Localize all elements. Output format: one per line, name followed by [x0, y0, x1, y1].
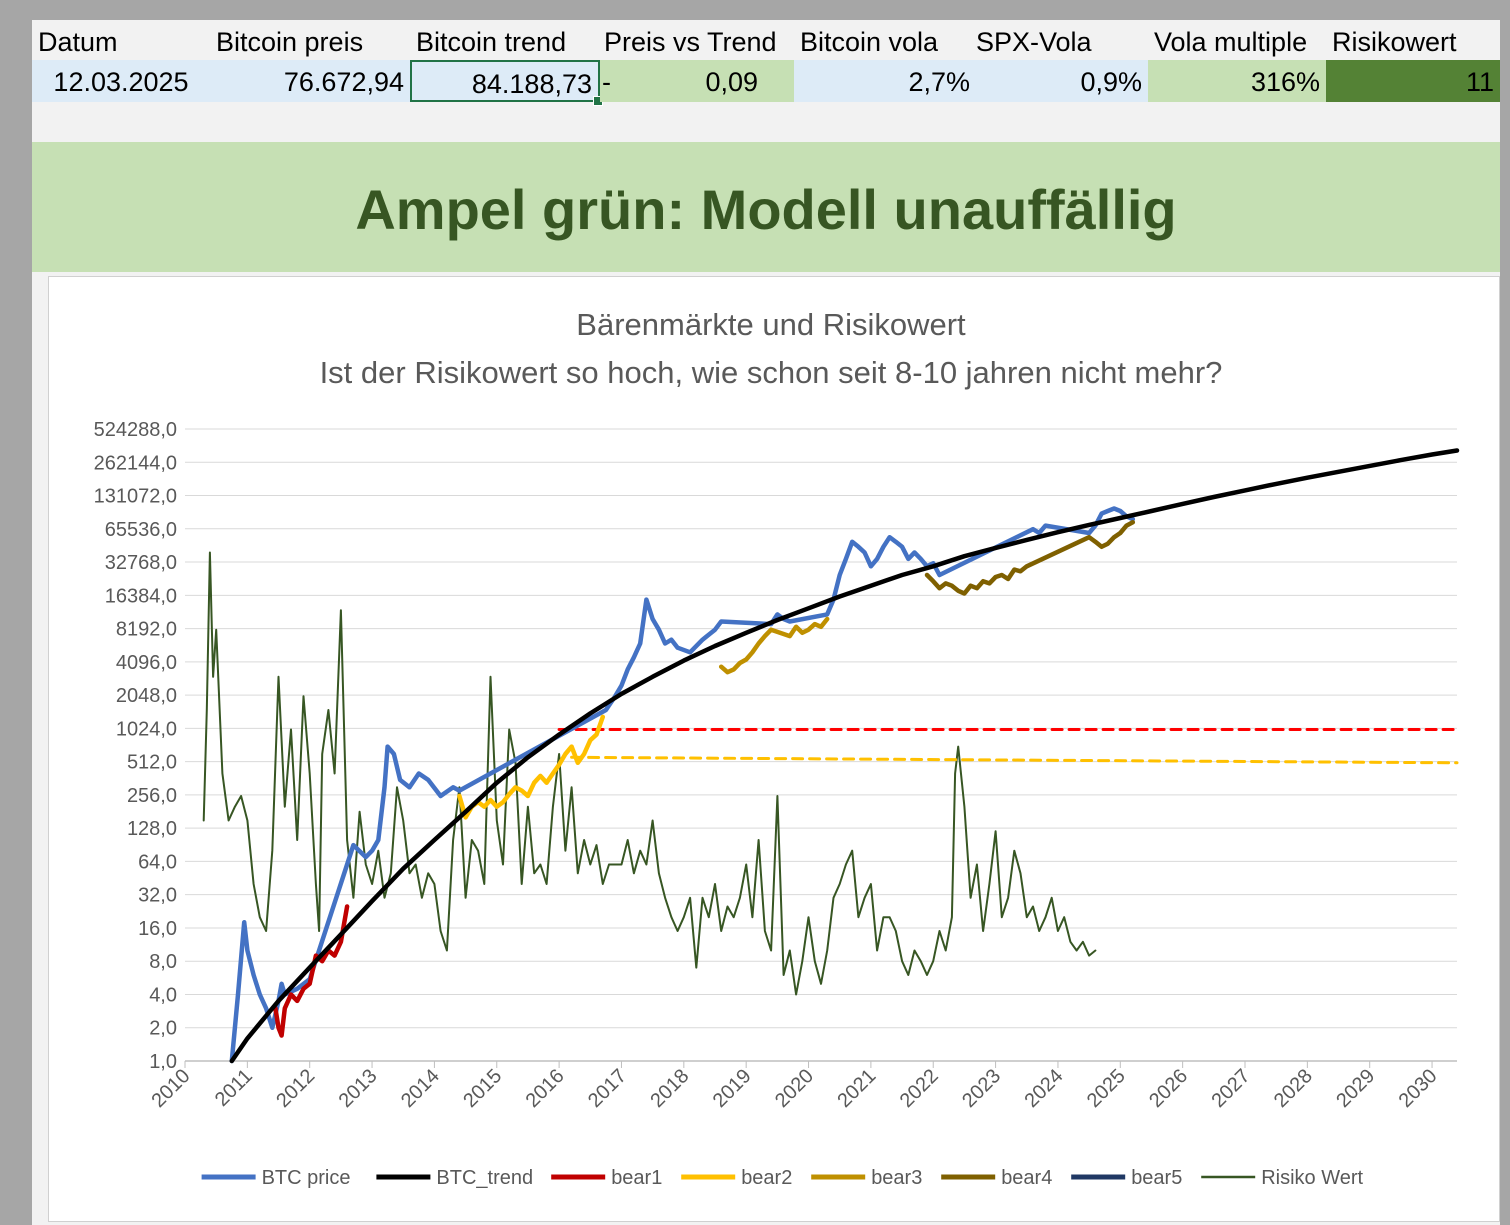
header-risikowert[interactable]: Risikowert: [1332, 27, 1457, 57]
header-bitcoin-vola[interactable]: Bitcoin vola: [800, 27, 939, 57]
y-tick-label: 512,0: [127, 752, 177, 774]
x-tick-label: 2023: [958, 1065, 1005, 1112]
header-vola-multiple[interactable]: Vola multiple: [1154, 27, 1308, 57]
y-tick-label: 131072,0: [94, 486, 177, 508]
cell-datum[interactable]: 12.03.2025: [32, 60, 210, 102]
cell-vola-multiple[interactable]: 316%: [1148, 60, 1326, 102]
x-tick-label: 2011: [211, 1065, 257, 1111]
chart-area[interactable]: Bärenmärkte und Risikowert Ist der Risik…: [48, 276, 1500, 1222]
gridlines: [185, 428, 1457, 1062]
x-tick-label: 2025: [1083, 1065, 1130, 1112]
value-row: 12.03.2025 76.672,94 84.188,73 - 0,09 2,…: [32, 60, 1500, 106]
cell-preis-vs-trend[interactable]: 0,09: [614, 60, 794, 102]
risiko-wert-line: [202, 551, 1097, 996]
legend-label: bear5: [1131, 1167, 1182, 1189]
header-bitcoin-trend[interactable]: Bitcoin trend: [416, 27, 567, 57]
y-tick-label: 256,0: [127, 785, 177, 807]
header-preis-vs-trend[interactable]: Preis vs Trend: [604, 27, 777, 57]
bear1-line: [273, 904, 350, 1038]
bear-market-chart: Bärenmärkte und Risikowert Ist der Risik…: [94, 307, 1460, 1189]
y-tick-label: 128,0: [127, 818, 177, 840]
btc-price-line: [229, 506, 1136, 1064]
x-tick-label: 2017: [584, 1065, 631, 1112]
y-tick-label: 8192,0: [116, 619, 177, 641]
header-spx-vola[interactable]: SPX-Vola: [976, 27, 1092, 57]
x-tick-label: 2024: [1020, 1065, 1067, 1112]
x-tick-label: 2021: [833, 1065, 880, 1112]
spreadsheet: Datum Bitcoin preis Bitcoin trend Preis …: [32, 20, 1500, 1225]
cell-bitcoin-preis[interactable]: 76.672,94: [210, 60, 410, 102]
legend-label: BTC_trend: [436, 1167, 533, 1189]
x-tick-label: 2015: [459, 1065, 506, 1112]
y-tick-label: 32768,0: [105, 552, 177, 574]
cell-risikowert[interactable]: 11: [1326, 60, 1500, 102]
y-tick-label: 1,0: [149, 1051, 177, 1073]
y-tick-label: 2048,0: [116, 685, 177, 707]
header-row: Datum Bitcoin preis Bitcoin trend Preis …: [32, 20, 1500, 60]
y-tick-label: 262144,0: [94, 452, 177, 474]
y-tick-label: 4,0: [149, 984, 177, 1006]
cell-preis-vs-trend-sign: -: [600, 60, 614, 102]
plot-lines: [202, 448, 1460, 1064]
x-tick-label: 2028: [1270, 1065, 1317, 1112]
chart-title: Bärenmärkte und Risikowert: [576, 307, 966, 342]
header-bitcoin-preis[interactable]: Bitcoin preis: [216, 27, 364, 57]
legend-label: Risiko Wert: [1261, 1167, 1363, 1189]
legend-label: bear4: [1001, 1167, 1052, 1189]
legend-label: BTC price: [262, 1167, 351, 1189]
cell-spx-vola[interactable]: 0,9%: [970, 60, 1148, 102]
x-axis-ticks: 2010 2011 2012 2013 2014 2015 2016 2017 2018 2019…: [148, 1061, 1442, 1112]
y-tick-label: 16,0: [138, 918, 177, 940]
x-tick-label: 2016: [522, 1065, 569, 1112]
x-tick-label: 2014: [397, 1065, 444, 1112]
legend-label: bear3: [871, 1167, 922, 1189]
x-tick-label: 2027: [1208, 1065, 1255, 1112]
y-tick-label: 65536,0: [105, 519, 177, 541]
legend-label: bear2: [741, 1167, 792, 1189]
bear3-line: [718, 616, 830, 675]
x-tick-label: 2029: [1332, 1065, 1379, 1112]
y-axis-ticks: 1,0 2,0 4,0 8,0 16,0 32,0 64,0 128,0 256,0 512,0 1…: [94, 419, 177, 1073]
y-tick-label: 16384,0: [105, 585, 177, 607]
cell-bitcoin-trend-selected[interactable]: 84.188,73: [410, 60, 600, 102]
x-tick-label: 2030: [1395, 1065, 1442, 1112]
x-tick-label: 2022: [896, 1065, 943, 1112]
bear4-line: [924, 520, 1136, 596]
x-tick-label: 2013: [335, 1065, 382, 1112]
bear2-line: [457, 714, 606, 820]
x-tick-label: 2020: [771, 1065, 818, 1112]
x-tick-label: 2019: [709, 1065, 756, 1112]
y-tick-label: 64,0: [138, 851, 177, 873]
legend: BTC price BTC_trend bear1 bear2 bear3 bear4 be…: [201, 1167, 1364, 1189]
x-tick-label: 2012: [272, 1065, 319, 1112]
x-tick-label: 2018: [646, 1065, 693, 1112]
header-datum[interactable]: Datum: [38, 27, 118, 57]
y-tick-label: 32,0: [138, 885, 177, 907]
y-tick-label: 1024,0: [116, 718, 177, 740]
cell-bitcoin-vola[interactable]: 2,7%: [794, 60, 970, 102]
chart-subtitle: Ist der Risikowert so hoch, wie schon se…: [320, 355, 1223, 390]
bear2-ref-line: [570, 755, 1459, 765]
y-tick-label: 2,0: [149, 1018, 177, 1040]
btc-trend-line: [229, 448, 1460, 1064]
y-tick-label: 524288,0: [94, 419, 177, 441]
x-tick-label: 2026: [1145, 1065, 1192, 1112]
banner-text: Ampel grün: Modell unauffällig: [355, 178, 1177, 241]
y-tick-label: 8,0: [149, 951, 177, 973]
legend-label: bear1: [611, 1167, 662, 1189]
y-tick-label: 4096,0: [116, 652, 177, 674]
traffic-light-banner: Ampel grün: Modell unauffällig: [32, 142, 1500, 272]
